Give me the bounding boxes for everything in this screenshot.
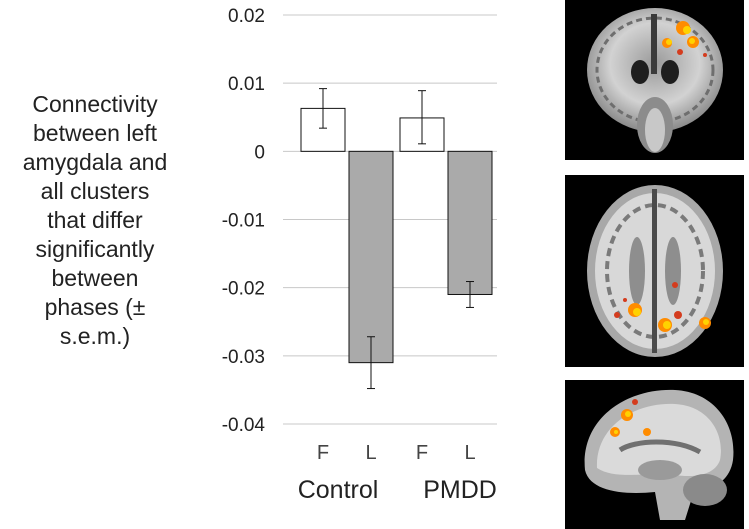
y-tick-label: 0.01 [228,74,265,95]
bar-label: L [464,442,475,464]
group-label: PMDD [423,476,497,504]
brain-coronal-image [565,0,744,160]
group-labels: Control PMDD [298,476,497,504]
bar-label: F [416,442,428,464]
y-tick-labels: 0.02 0.01 0 -0.01 -0.02 -0.03 -0.04 [222,6,266,436]
group-label: Control [298,476,379,504]
y-tick-label: -0.03 [222,347,265,368]
error-bars [319,88,474,390]
bar-chart: 0.02 0.01 0 -0.01 -0.02 -0.03 -0.04 F L F L Contr… [222,6,497,504]
y-axis-label: Connectivity between left amygdala and a… [22,91,168,349]
y-tick-label: 0 [254,142,265,163]
y-tick-label: -0.04 [222,415,266,436]
bar-label: L [365,442,376,464]
y-tick-label: 0.02 [228,6,265,27]
y-tick-label: -0.01 [222,211,265,232]
bar-label: F [317,442,329,464]
bars [300,107,493,364]
brain-sagittal-image [565,380,744,529]
bar-pmdd-l [447,150,493,295]
y-tick-label: -0.02 [222,279,265,300]
brain-axial-image [565,175,744,367]
bar-control-l [348,150,394,364]
